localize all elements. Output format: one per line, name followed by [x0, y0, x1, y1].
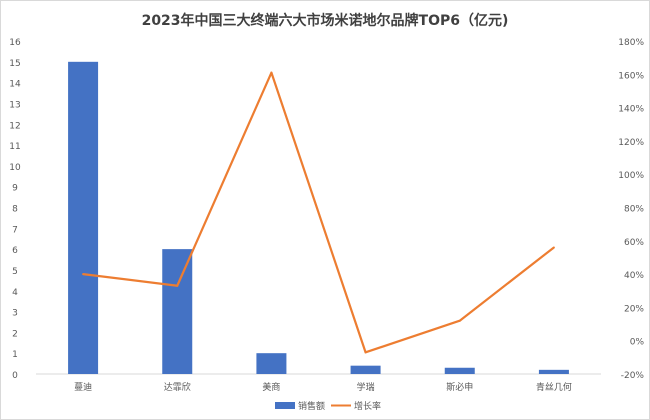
- y2-tick-label: -20%: [621, 371, 645, 381]
- y-tick-label: 13: [9, 100, 20, 110]
- line-point: [458, 319, 461, 322]
- y-tick-label: 16: [9, 38, 21, 48]
- x-tick-label: 青丝几何: [536, 381, 572, 393]
- y2-tick-label: 180%: [618, 38, 644, 48]
- legend-line-label: 增长率: [354, 400, 381, 412]
- y-tick-label: 2: [12, 329, 18, 339]
- y-tick-label: 3: [12, 309, 18, 319]
- x-tick-label: 美商: [262, 381, 280, 393]
- y-tick-label: 8: [12, 205, 18, 215]
- line-point: [270, 71, 273, 74]
- y-tick-label: 6: [12, 246, 18, 256]
- line-point: [364, 351, 367, 354]
- y-tick-label: 7: [12, 225, 18, 235]
- x-tick-label: 蔓迪: [74, 381, 92, 393]
- bar: [256, 353, 287, 374]
- y-tick-label: 15: [9, 59, 20, 69]
- x-tick-label: 斯必申: [446, 381, 473, 393]
- bar: [68, 61, 99, 374]
- y-tick-label: 14: [9, 80, 21, 90]
- y-tick-label: 4: [12, 288, 18, 298]
- y-tick-label: 10: [9, 163, 21, 173]
- y2-tick-label: 0%: [630, 338, 645, 348]
- y2-tick-label: 100%: [618, 171, 644, 181]
- bar: [162, 249, 193, 374]
- y2-tick-label: 120%: [618, 138, 644, 148]
- y2-tick-label: 140%: [618, 105, 644, 115]
- y2-tick-label: 160%: [618, 71, 644, 81]
- y-tick-label: 5: [12, 267, 18, 277]
- line-point: [82, 273, 85, 276]
- x-tick-label: 学瑞: [357, 381, 375, 393]
- y-tick-label: 11: [9, 142, 20, 152]
- growth-line: [82, 71, 555, 354]
- y2-tick-label: 80%: [624, 205, 644, 215]
- y2-tick-label: 60%: [624, 238, 644, 248]
- legend-bar-swatch: [275, 402, 295, 409]
- legend-bar-label: 销售额: [298, 400, 325, 412]
- y-tick-label: 1: [12, 350, 18, 360]
- line-point: [176, 284, 179, 287]
- y-tick-label: 9: [12, 184, 18, 194]
- y-tick-label: 12: [9, 121, 20, 131]
- bar: [444, 367, 475, 374]
- x-tick-label: 达霏欣: [164, 381, 191, 393]
- bar: [350, 365, 381, 374]
- y2-tick-label: 20%: [624, 304, 644, 314]
- y2-tick-label: 40%: [624, 271, 644, 281]
- y-tick-label: 0: [12, 371, 18, 381]
- line-point: [552, 246, 555, 249]
- bar: [538, 369, 569, 374]
- chart-title: 2023年中国三大终端六大市场米诺地尔品牌TOP6（亿元): [141, 13, 509, 29]
